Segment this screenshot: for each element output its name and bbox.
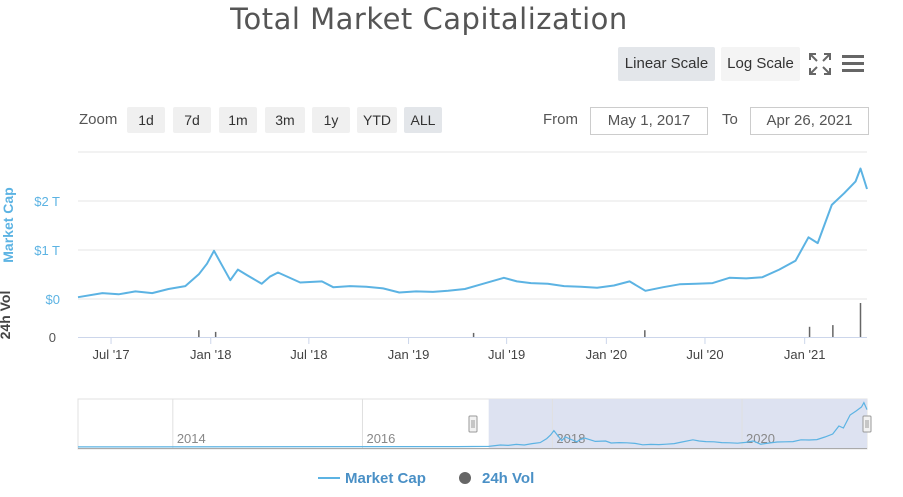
x-tick-label-3: Jan '19 bbox=[388, 347, 430, 362]
legend-market-cap-label: Market Cap bbox=[345, 470, 426, 487]
y-tick-0: $0 bbox=[46, 292, 60, 307]
x-tick-label-4: Jul '19 bbox=[488, 347, 525, 362]
legend-24h-vol[interactable]: 24h Vol bbox=[459, 470, 534, 487]
zoom-3m-button[interactable]: 3m bbox=[265, 107, 305, 133]
x-tick-label-2: Jul '18 bbox=[290, 347, 327, 362]
x-tick-label-6: Jul '20 bbox=[686, 347, 723, 362]
volume-bars bbox=[198, 303, 862, 337]
linear-scale-button[interactable]: Linear Scale bbox=[618, 47, 715, 81]
x-tick-label-0: Jul '17 bbox=[92, 347, 129, 362]
navigator-line bbox=[77, 401, 868, 448]
from-date-input[interactable]: May 1, 2017 bbox=[590, 107, 708, 135]
navigator-left-handle[interactable] bbox=[468, 415, 478, 433]
to-label: To bbox=[722, 111, 738, 128]
y-axis-label: Market Cap bbox=[0, 187, 16, 262]
zoom-1y-button[interactable]: 1y bbox=[312, 107, 350, 133]
legend-24h-vol-label: 24h Vol bbox=[482, 470, 534, 487]
legend-24h-vol-symbol bbox=[459, 472, 471, 484]
from-label: From bbox=[543, 111, 578, 128]
navigator-tick-label-2: 2018 bbox=[556, 431, 585, 446]
x-tick-label-7: Jan '21 bbox=[784, 347, 826, 362]
market-cap-line bbox=[77, 167, 868, 299]
legend-market-cap[interactable]: Market Cap bbox=[318, 470, 426, 487]
navigator-ticks: 2014 2016 2018 2020 bbox=[172, 399, 775, 449]
navigator-tick-label-3: 2020 bbox=[746, 431, 775, 446]
vol-axis-label-text: 24h Vol bbox=[0, 291, 13, 340]
zoom-7d-button[interactable]: 7d bbox=[173, 107, 211, 133]
y-tick-1t: $1 T bbox=[34, 243, 60, 258]
x-tick-label-5: Jan '20 bbox=[586, 347, 628, 362]
zoom-1d-button[interactable]: 1d bbox=[127, 107, 165, 133]
navigator-selection[interactable] bbox=[488, 399, 867, 449]
to-date-input[interactable]: Apr 26, 2021 bbox=[750, 107, 869, 135]
navigator-right-handle[interactable] bbox=[862, 415, 872, 433]
x-axis-ticks: Jul '17 Jan '18 Jul '18 Jan '19 Jul '19 Jan '… bbox=[92, 338, 825, 362]
navigator-tick-label-0: 2014 bbox=[177, 431, 206, 446]
log-scale-button[interactable]: Log Scale bbox=[721, 47, 800, 81]
chart-title: Total Market Capitalization bbox=[230, 2, 628, 36]
x-tick-label-1: Jan '18 bbox=[190, 347, 232, 362]
vol-axis-label: 24h Vol bbox=[0, 291, 13, 340]
zoom-all-button[interactable]: ALL bbox=[404, 107, 442, 133]
navigator-tick-label-1: 2016 bbox=[366, 431, 395, 446]
y-tick-2t: $2 T bbox=[34, 194, 60, 209]
zoom-1m-button[interactable]: 1m bbox=[219, 107, 257, 133]
vol-tick-0: 0 bbox=[49, 330, 56, 345]
hamburger-menu-icon[interactable] bbox=[841, 54, 865, 74]
zoom-label: Zoom bbox=[79, 111, 118, 128]
zoom-ytd-button[interactable]: YTD bbox=[357, 107, 397, 133]
fullscreen-icon[interactable] bbox=[808, 52, 832, 76]
